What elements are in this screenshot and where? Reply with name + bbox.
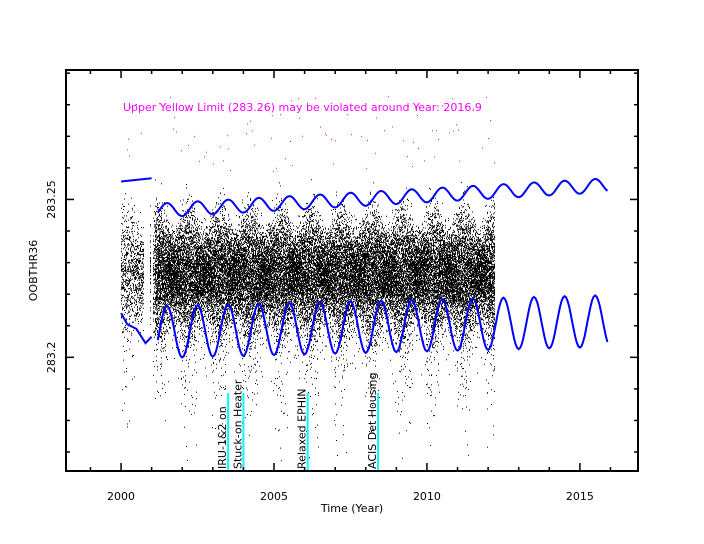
data-points bbox=[121, 179, 495, 462]
x-axis-label: Time (Year) bbox=[320, 502, 383, 515]
x-tick-label: 2005 bbox=[260, 490, 288, 503]
envelope-line bbox=[120, 312, 153, 345]
event-label: Relaxed EPHIN bbox=[296, 389, 309, 469]
envelope-curves bbox=[120, 177, 609, 359]
x-tick-label: 2010 bbox=[413, 490, 441, 503]
scatter-points bbox=[121, 179, 495, 462]
y-axis-label: OOBTHR36 bbox=[27, 240, 40, 302]
x-tick-label: 2000 bbox=[107, 490, 135, 503]
event-label: IRU-1&2 on bbox=[216, 406, 229, 469]
envelope-line bbox=[120, 177, 152, 183]
event-label: Stuck-on Heater bbox=[231, 379, 244, 469]
event-markers: IRU-1&2 on Stuck-on Heater Relaxed EPHIN AC… bbox=[216, 373, 379, 471]
x-tick-label: 2015 bbox=[566, 490, 594, 503]
event-label: ACIS Det Housing bbox=[366, 373, 379, 470]
plot-frame bbox=[65, 69, 639, 472]
envelope-line bbox=[156, 294, 609, 359]
y-tick-label: 283.25 bbox=[45, 180, 58, 219]
limit-warning-text: Upper Yellow Limit (283.26) may be viola… bbox=[123, 101, 482, 114]
envelope-line bbox=[156, 177, 609, 218]
y-tick-label: 283.2 bbox=[45, 342, 58, 374]
axis-ticks: 2000 2005 2010 2015 283.2 283.25 bbox=[45, 70, 638, 503]
